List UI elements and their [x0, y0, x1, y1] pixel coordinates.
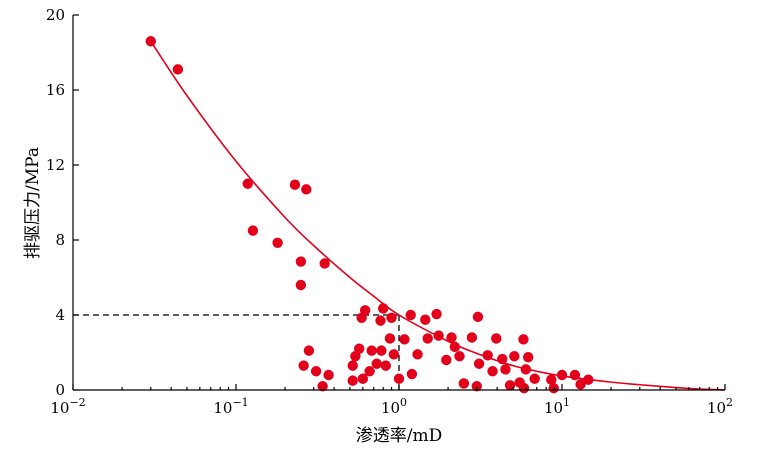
- data-point: [518, 334, 529, 345]
- data-point: [458, 378, 470, 389]
- x-tick-label: 101: [544, 396, 570, 417]
- data-points: [145, 36, 594, 394]
- data-point: [546, 374, 557, 385]
- data-point: [303, 345, 315, 356]
- data-point: [529, 373, 540, 384]
- data-point: [487, 366, 498, 377]
- data-point: [375, 315, 386, 326]
- data-point: [518, 382, 530, 394]
- data-point: [386, 312, 397, 324]
- data-point: [371, 358, 382, 369]
- data-point: [556, 369, 568, 381]
- data-point: [388, 349, 400, 360]
- data-point: [357, 373, 369, 384]
- y-tick-label: 20: [46, 6, 65, 24]
- data-point: [449, 341, 461, 353]
- data-point: [317, 381, 328, 392]
- data-point: [509, 351, 520, 362]
- data-point: [378, 303, 389, 314]
- x-tick-label: 102: [707, 396, 733, 417]
- data-point: [172, 64, 184, 75]
- data-point: [454, 351, 465, 362]
- data-point: [482, 350, 493, 361]
- y-axis-title: 排驱压力/MPa: [23, 147, 43, 259]
- data-point: [298, 360, 309, 371]
- data-point: [289, 179, 301, 190]
- data-point: [399, 334, 410, 345]
- x-axis-title: 渗透率/mD: [356, 426, 442, 446]
- y-tick-label: 12: [46, 156, 65, 174]
- data-point: [412, 349, 423, 360]
- data-point: [364, 366, 375, 377]
- data-point: [500, 364, 511, 375]
- data-point: [323, 369, 334, 381]
- data-point: [446, 332, 457, 343]
- data-point: [405, 309, 416, 321]
- axes: 0 4 8 12 16 20 10−2 10−1 100 101 102: [46, 6, 733, 417]
- data-point: [359, 305, 371, 316]
- data-point: [491, 333, 502, 344]
- data-point: [522, 351, 534, 363]
- x-tick-label: 10−1: [213, 396, 248, 417]
- y-tick-label: 0: [55, 381, 65, 399]
- data-point: [471, 381, 482, 392]
- data-point: [393, 373, 405, 384]
- data-point: [242, 178, 253, 189]
- y-tick-label: 16: [46, 81, 65, 99]
- data-point: [295, 279, 307, 291]
- data-point: [347, 375, 358, 386]
- data-point: [145, 36, 156, 47]
- data-point: [247, 225, 259, 236]
- x-tick-label: 100: [381, 396, 407, 417]
- data-point: [301, 184, 312, 195]
- data-point: [575, 379, 586, 390]
- data-point: [319, 258, 330, 269]
- data-point: [466, 332, 478, 343]
- data-point: [472, 311, 484, 323]
- data-point: [272, 237, 283, 249]
- y-tick-label: 4: [55, 306, 65, 324]
- data-point: [406, 368, 418, 380]
- data-point: [310, 366, 322, 377]
- y-tick-label: 8: [55, 231, 65, 249]
- data-point: [420, 314, 431, 325]
- x-tick-label: 10−2: [50, 396, 85, 417]
- data-point: [366, 345, 377, 356]
- data-point: [380, 360, 392, 371]
- data-point: [497, 353, 508, 365]
- data-point: [376, 345, 387, 356]
- data-point: [354, 343, 365, 354]
- data-point: [347, 360, 358, 371]
- data-point: [295, 256, 307, 267]
- data-point: [473, 358, 485, 369]
- data-point: [504, 380, 516, 391]
- data-point: [384, 333, 396, 344]
- data-point: [422, 333, 433, 344]
- data-point: [548, 382, 559, 394]
- data-point: [520, 364, 532, 375]
- data-point: [583, 374, 594, 385]
- data-point: [431, 308, 442, 320]
- data-point: [569, 369, 581, 381]
- data-point: [441, 354, 452, 366]
- data-point: [433, 330, 444, 341]
